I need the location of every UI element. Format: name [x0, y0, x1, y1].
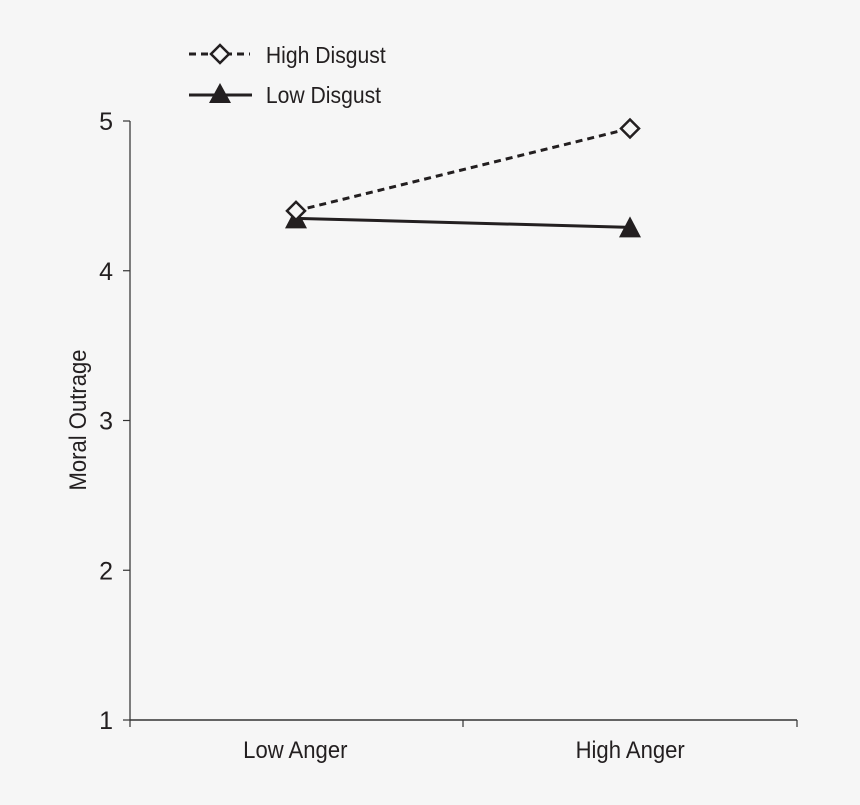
y-axis: 1 2 3 4 5 — [99, 108, 131, 735]
y-tick-label: 4 — [99, 258, 113, 286]
x-axis: Low Anger High Anger — [129, 719, 798, 763]
series-low-disgust — [285, 207, 641, 238]
open-diamond-icon — [209, 43, 231, 65]
filled-triangle-marker — [619, 216, 641, 238]
legend-label-low-disgust: Low Disgust — [266, 82, 381, 108]
x-tick-label-low-anger: Low Anger — [243, 736, 348, 763]
y-tick-label: 5 — [99, 108, 113, 136]
y-tick-label: 1 — [99, 707, 113, 735]
y-tick-label: 3 — [99, 408, 113, 436]
legend: High Disgust Low Disgust — [189, 42, 386, 108]
legend-label-high-disgust: High Disgust — [266, 42, 386, 68]
open-diamond-marker — [619, 117, 641, 140]
y-axis-label: Moral Outrage — [64, 349, 91, 490]
open-diamond-marker — [285, 200, 307, 222]
y-tick-label: 2 — [99, 557, 113, 585]
plot-area — [285, 117, 641, 238]
x-tick-label-high-anger: High Anger — [576, 736, 685, 763]
legend-item-low-disgust: Low Disgust — [189, 82, 381, 108]
series-high-disgust — [285, 117, 641, 222]
filled-triangle-icon — [209, 83, 231, 103]
legend-item-high-disgust: High Disgust — [189, 42, 386, 68]
